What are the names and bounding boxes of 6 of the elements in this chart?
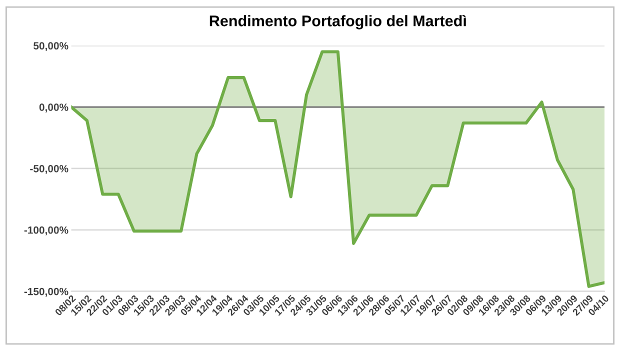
y-tick-label: -100,00% bbox=[24, 226, 68, 236]
y-tick-label: -150,00% bbox=[24, 288, 68, 297]
y-tick-label: 0,00% bbox=[39, 104, 68, 112]
y-tick-label: 50,00% bbox=[34, 42, 68, 52]
y-tick-label: -50,00% bbox=[30, 164, 68, 174]
chart-title: Rendimento Portafoglio del Martedì bbox=[210, 14, 466, 30]
